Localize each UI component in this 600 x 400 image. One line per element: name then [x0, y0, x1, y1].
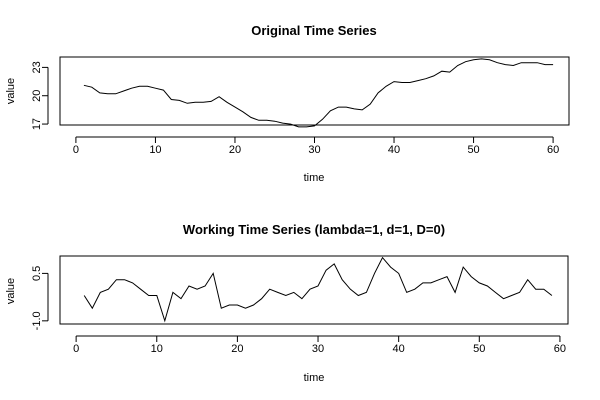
- chart-title: Working Time Series (lambda=1, d=1, D=0): [183, 222, 445, 237]
- chart-panel-working: Working Time Series (lambda=1, d=1, D=0)…: [5, 222, 569, 384]
- plot-frame: [59, 255, 569, 325]
- y-axis-label: value: [5, 78, 17, 104]
- chart-title: Original Time Series: [251, 23, 376, 38]
- x-tick-label: 30: [312, 343, 324, 355]
- x-tick-label: 20: [229, 144, 241, 156]
- x-tick-label: 10: [149, 144, 161, 156]
- x-tick-label: 40: [393, 343, 405, 355]
- y-tick-label: 17: [31, 118, 43, 130]
- y-axis-label: value: [5, 278, 17, 304]
- x-tick-label: 0: [73, 343, 79, 355]
- y-axis: 17 20 23: [31, 61, 49, 130]
- x-tick-label: 40: [388, 144, 400, 156]
- x-axis: 0 10 20 30 40 50 60: [73, 335, 566, 355]
- x-tick-label: 30: [308, 144, 320, 156]
- x-tick-label: 60: [547, 144, 559, 156]
- y-axis: -1.0 0.5: [31, 266, 49, 330]
- x-axis: 0 10 20 30 40 50 60: [73, 136, 559, 156]
- x-tick-label: 60: [554, 343, 566, 355]
- series-line: [83, 256, 553, 323]
- y-tick-label: 23: [31, 61, 43, 73]
- x-tick-label: 10: [151, 343, 163, 355]
- plot-area: [83, 58, 554, 128]
- series-line: [83, 58, 554, 128]
- x-axis-label: time: [304, 372, 325, 384]
- plot-frame: [59, 56, 570, 126]
- plot-area: [83, 256, 553, 323]
- x-axis-label: time: [304, 172, 325, 184]
- x-tick-label: 50: [473, 343, 485, 355]
- y-tick-label: 20: [31, 90, 43, 102]
- y-tick-label: 0.5: [31, 266, 43, 281]
- y-tick-label: -1.0: [31, 311, 43, 330]
- chart-panel-original: Original Time Series time value 0 10 20 30 4…: [5, 23, 570, 184]
- x-tick-label: 20: [231, 343, 243, 355]
- x-tick-label: 50: [467, 144, 479, 156]
- x-tick-label: 0: [73, 144, 79, 156]
